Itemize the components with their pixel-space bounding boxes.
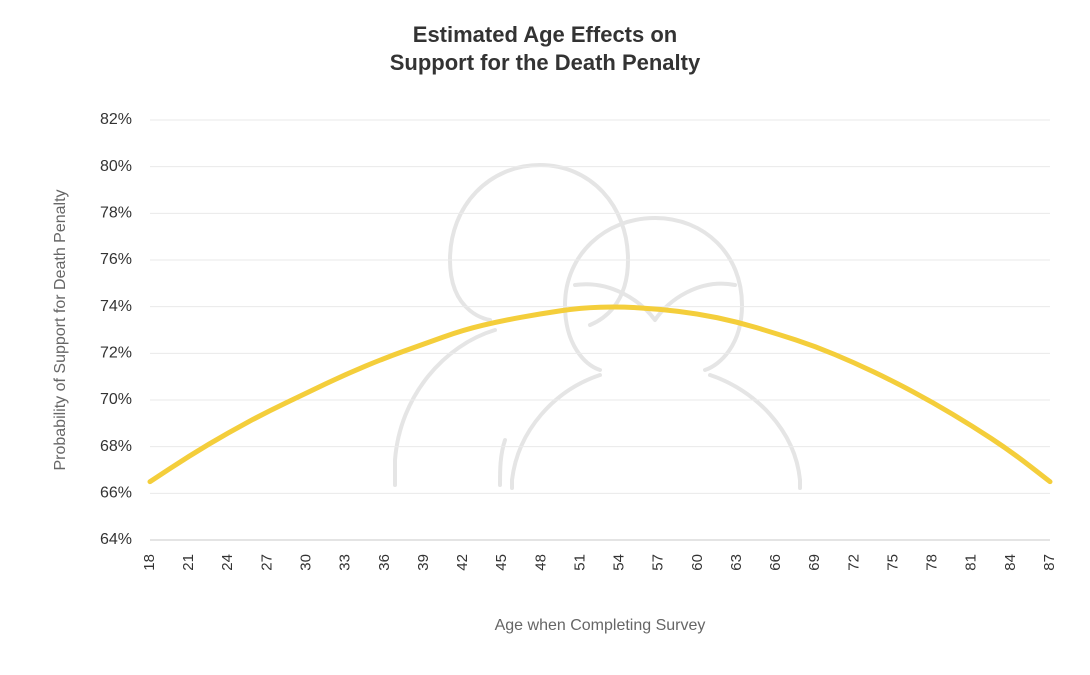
y-tick-label: 64% (100, 531, 132, 548)
x-tick-label: 87 (1041, 554, 1058, 571)
y-axis-label: Probability of Support for Death Penalty (52, 189, 69, 470)
chart-svg: 64% 66% 68% 70% 72% 74% 76% 78% 80% 82% 18 21 24 27 30… (0, 0, 1090, 675)
x-tick-label: 54 (611, 554, 628, 571)
x-tick-label: 81 (963, 554, 980, 571)
y-tick-label: 78% (100, 205, 132, 222)
x-tick-label: 27 (258, 554, 275, 571)
x-tick-label: 42 (454, 554, 471, 571)
chart-stage: 64% 66% 68% 70% 72% 74% 76% 78% 80% 82% 18 21 24 27 30… (0, 0, 1090, 675)
x-tick-label: 36 (376, 554, 393, 571)
y-tick-label: 76% (100, 251, 132, 268)
x-tick-label: 63 (728, 554, 745, 571)
x-tick-label: 51 (571, 554, 588, 571)
y-tick-label: 70% (100, 391, 132, 408)
y-tick-label: 68% (100, 438, 132, 455)
x-axis-ticks: 18 21 24 27 30 33 36 39 42 45 48 51 54 57 60 63 66 69 72 75… (141, 554, 1058, 571)
y-tick-label: 82% (100, 111, 132, 128)
x-tick-label: 24 (219, 554, 236, 571)
x-tick-label: 78 (924, 554, 941, 571)
x-tick-label: 45 (493, 554, 510, 571)
x-tick-label: 69 (806, 554, 823, 571)
y-tick-label: 72% (100, 345, 132, 362)
x-tick-label: 84 (1002, 554, 1019, 571)
x-tick-label: 33 (337, 554, 354, 571)
x-axis-label: Age when Completing Survey (495, 617, 706, 634)
chart-title-line-2: Support for the Death Penalty (390, 50, 701, 75)
x-tick-label: 18 (141, 554, 158, 571)
series-line-support-probability (150, 307, 1050, 482)
x-tick-label: 60 (689, 554, 706, 571)
x-tick-label: 39 (415, 554, 432, 571)
x-tick-label: 57 (650, 554, 667, 571)
x-tick-label: 30 (297, 554, 314, 571)
x-tick-label: 72 (845, 554, 862, 571)
x-tick-label: 66 (767, 554, 784, 571)
y-axis-ticks: 64% 66% 68% 70% 72% 74% 76% 78% 80% 82% (100, 111, 132, 548)
x-tick-label: 75 (884, 554, 901, 571)
gridlines (150, 120, 1050, 540)
chart-title-line-1: Estimated Age Effects on (413, 22, 677, 47)
x-tick-label: 21 (180, 554, 197, 571)
y-tick-label: 74% (100, 298, 132, 315)
y-tick-label: 80% (100, 158, 132, 175)
x-tick-label: 48 (532, 554, 549, 571)
y-tick-label: 66% (100, 485, 132, 502)
